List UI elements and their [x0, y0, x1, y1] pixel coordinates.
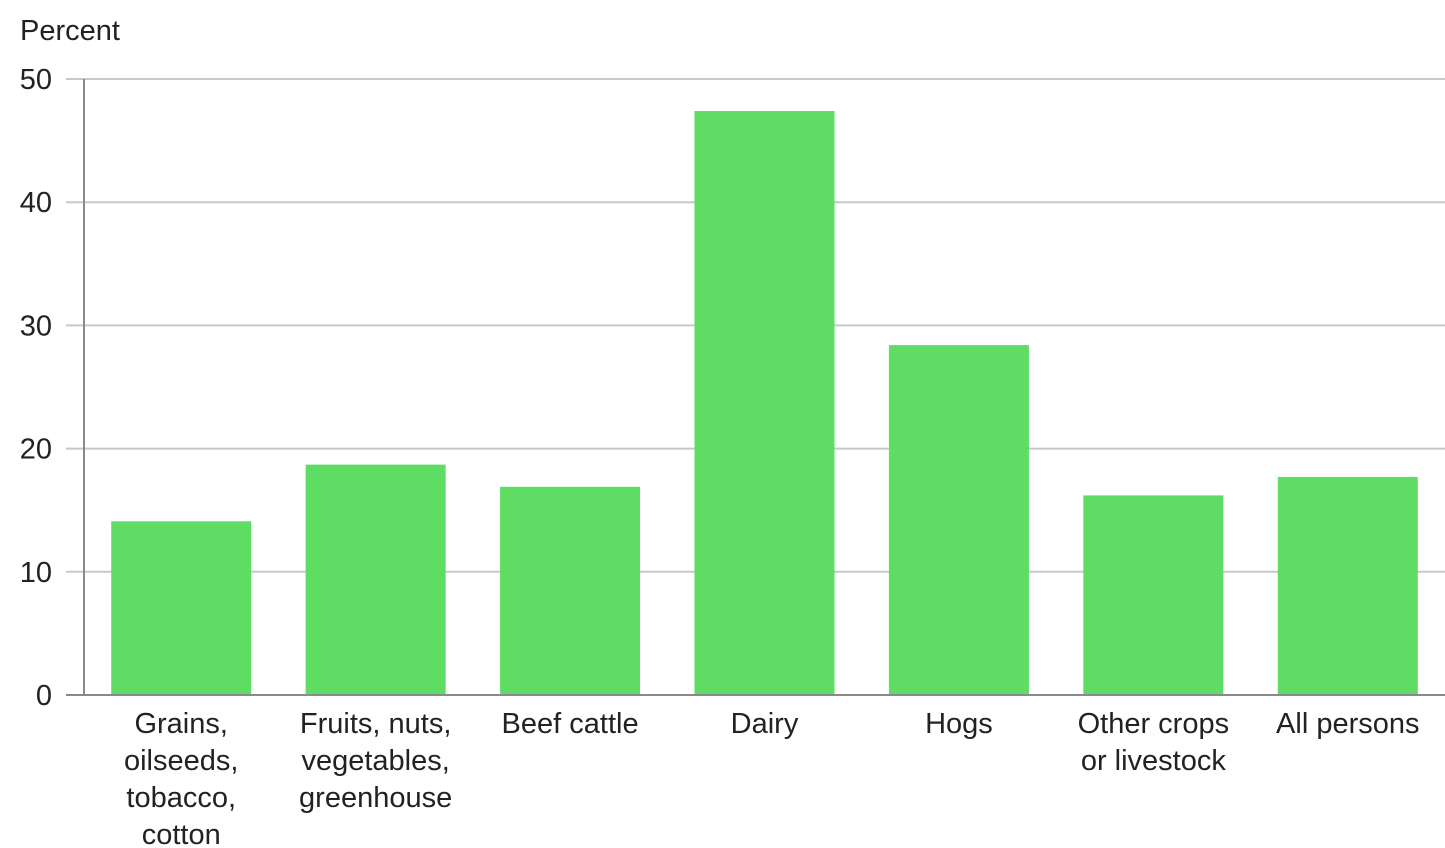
x-tick-label: Dairy: [731, 708, 799, 740]
bar: [305, 464, 446, 695]
x-tick-label: All persons: [1276, 708, 1419, 740]
y-tick-label: 10: [20, 557, 52, 589]
y-tick-label: 30: [20, 310, 52, 342]
x-tick-label: greenhouse: [299, 782, 452, 814]
bars: [111, 111, 1418, 696]
x-tick-label: oilseeds,: [124, 745, 238, 777]
bar: [1083, 495, 1224, 695]
x-tick-label: Beef cattle: [502, 708, 639, 740]
y-tick-label: 0: [36, 680, 52, 712]
x-tick-label: Other crops: [1078, 708, 1230, 740]
x-tick-label: vegetables,: [301, 745, 449, 777]
y-axis-ticks: 0 10 20 30 40 50: [20, 64, 52, 712]
y-axis-title: Percent: [20, 15, 120, 47]
x-axis-labels: Grains, oilseeds, tobacco, cotton Fruits, nu…: [124, 708, 1420, 848]
x-tick-label: Fruits, nuts,: [300, 708, 452, 740]
y-tick-label: 20: [20, 434, 52, 466]
x-tick-label: Grains,: [134, 708, 227, 740]
bar: [694, 111, 835, 696]
y-tick-label: 50: [20, 64, 52, 96]
bar: [500, 486, 641, 695]
bar: [111, 521, 252, 695]
x-tick-label: Hogs: [925, 708, 993, 740]
bar: [888, 345, 1029, 695]
x-tick-label: cotton: [142, 819, 221, 848]
x-tick-label: or livestock: [1081, 745, 1227, 777]
x-tick-label: tobacco,: [126, 782, 236, 814]
bar: [1277, 476, 1418, 695]
y-tick-label: 40: [20, 187, 52, 219]
